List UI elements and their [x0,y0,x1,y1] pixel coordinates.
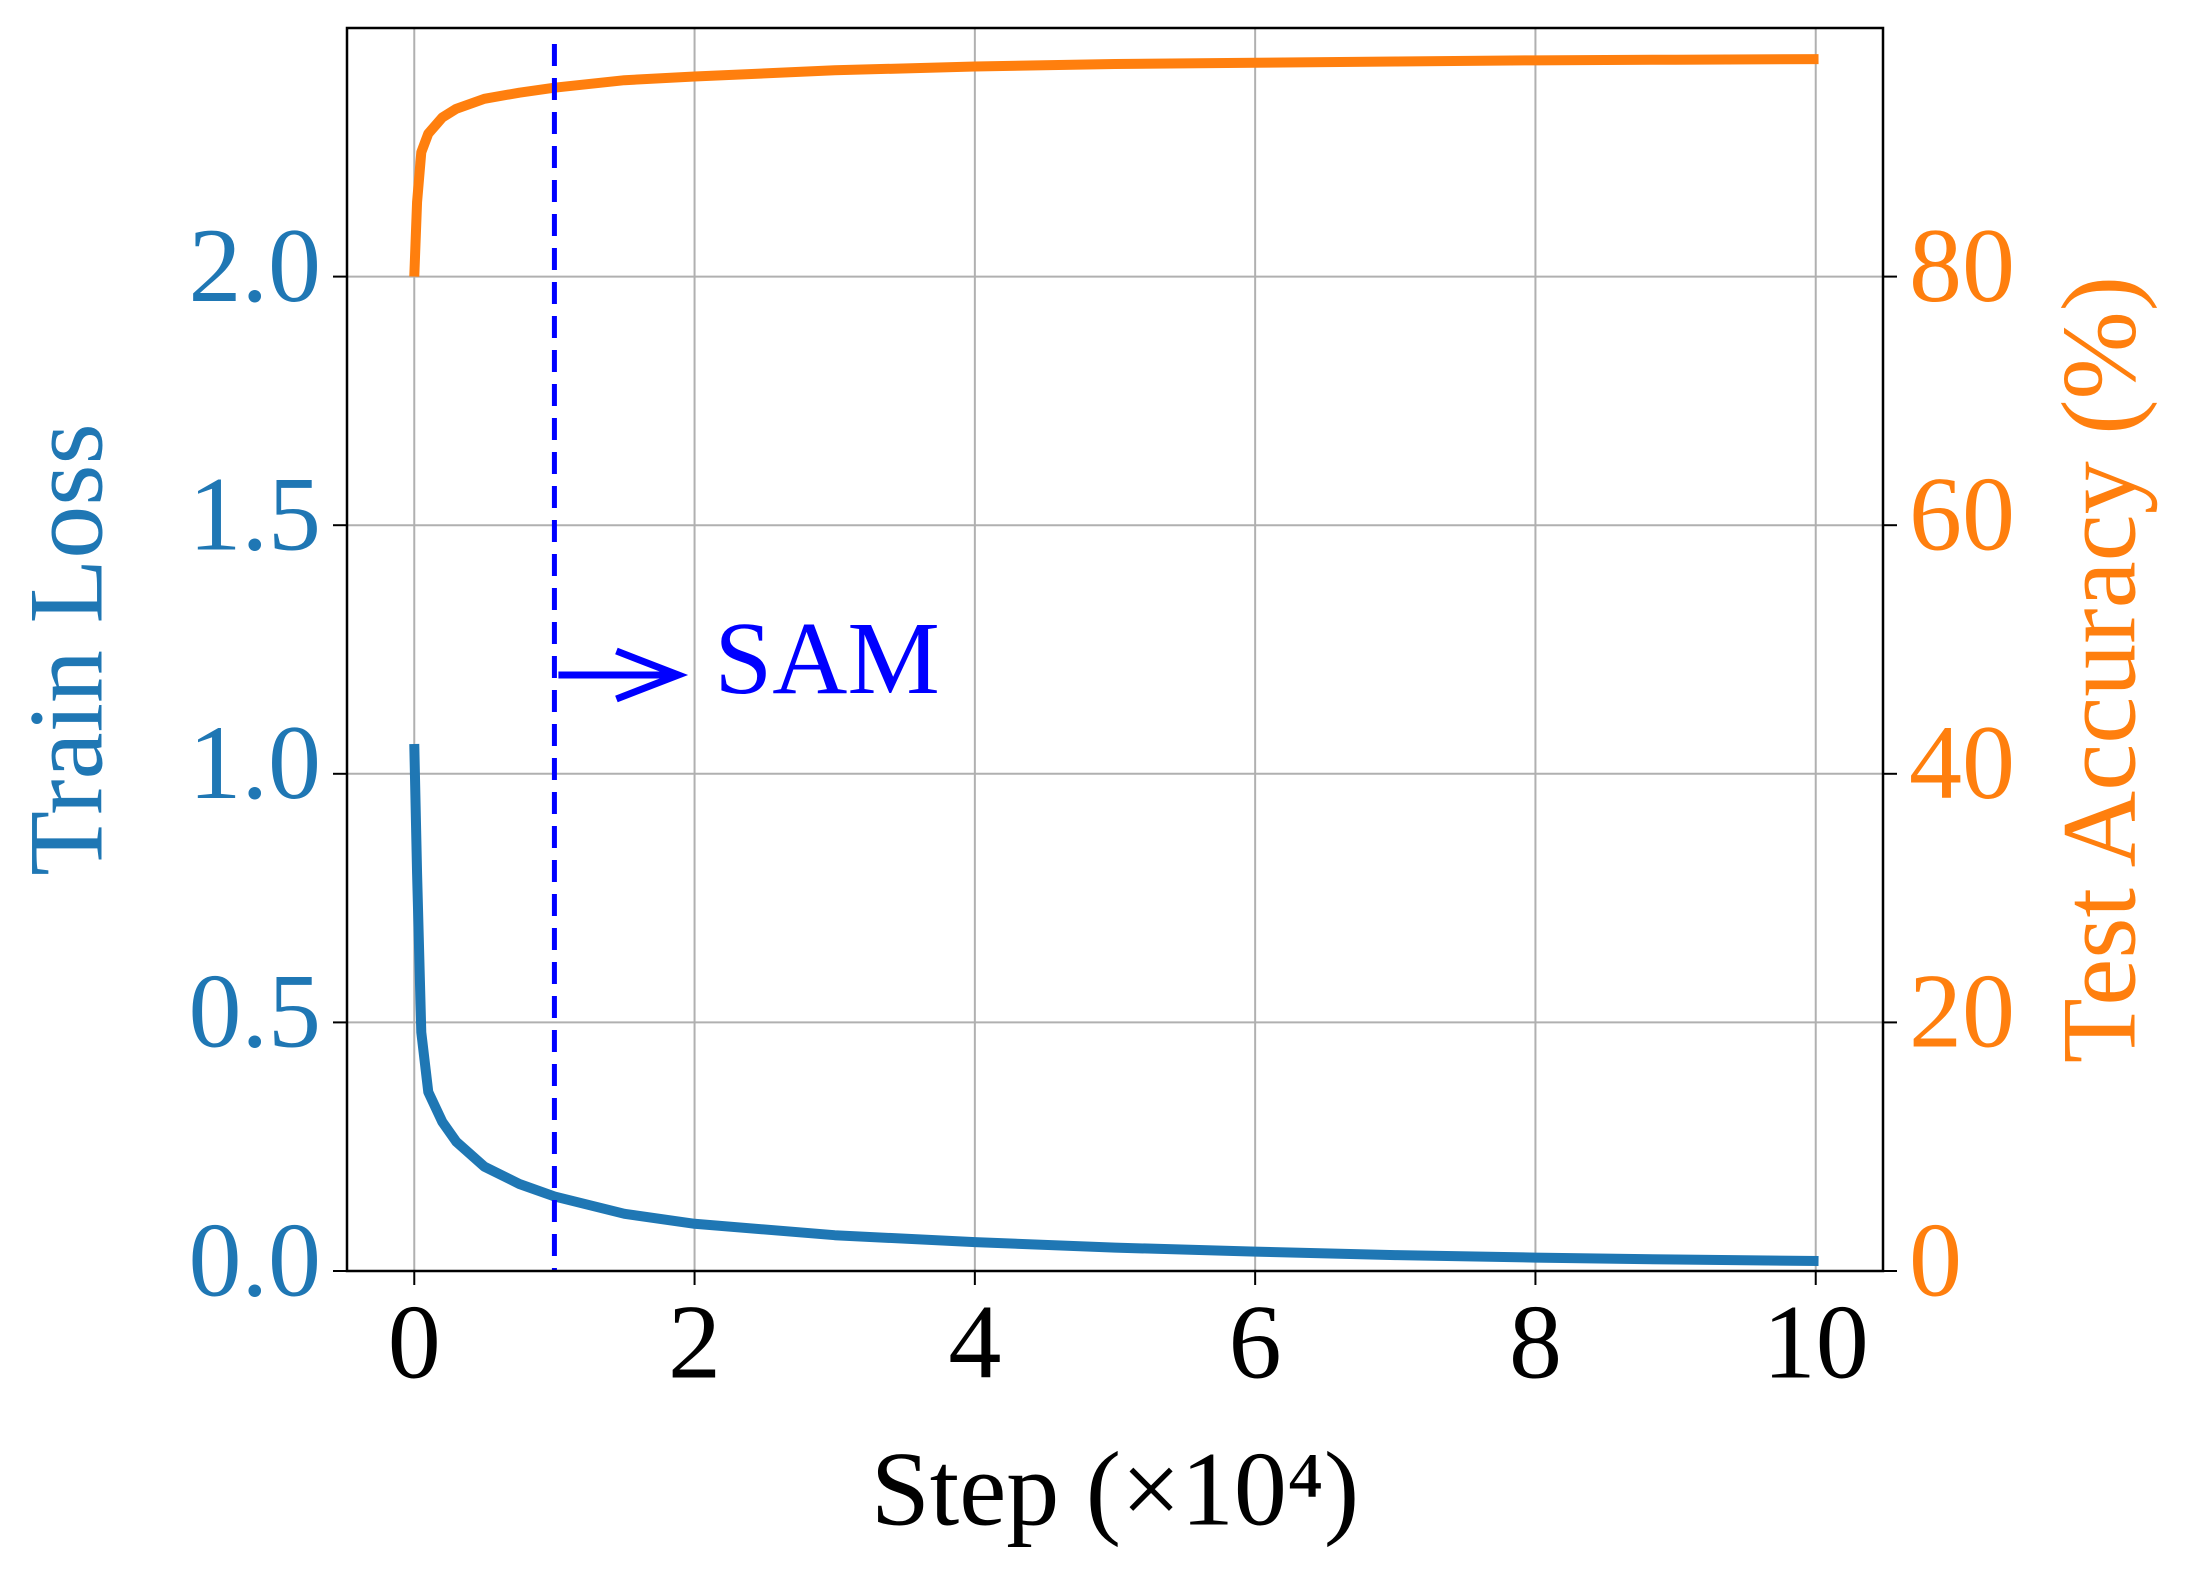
x-tick-label: 2 [668,1283,721,1400]
y-tick-label: 1.0 [189,704,322,821]
y-axis-label: Train Loss [7,423,124,876]
line-series [409,54,1819,277]
y2-tick-label: 0 [1909,1201,1962,1318]
y2-tick-label: 60 [1909,456,2015,573]
y-tick-label: 0.5 [189,953,322,1070]
x-tick-label: 0 [388,1283,441,1400]
x-tick-label: 10 [1763,1283,1869,1400]
y2-tick-label: 20 [1909,953,2015,1070]
x-tick-label: 8 [1509,1283,1562,1400]
y2-axis-label: Test Accuracy (%) [2040,276,2157,1063]
x-tick-label: 6 [1229,1283,1282,1400]
arrow-head [615,647,689,703]
annotation: SAM [714,601,939,716]
y-tick-label: 1.5 [189,456,322,573]
y2-tick-label: 40 [1909,704,2015,821]
y2-tick-label: 80 [1909,207,2015,324]
plot-frame [345,26,1885,1273]
x-tick-label: 4 [948,1283,1001,1400]
y-tick-label: 2.0 [189,207,322,324]
y-tick-label: 0.0 [189,1201,322,1318]
line-series [409,743,1819,1267]
x-axis-label: Step (×10⁴) [871,1430,1359,1547]
